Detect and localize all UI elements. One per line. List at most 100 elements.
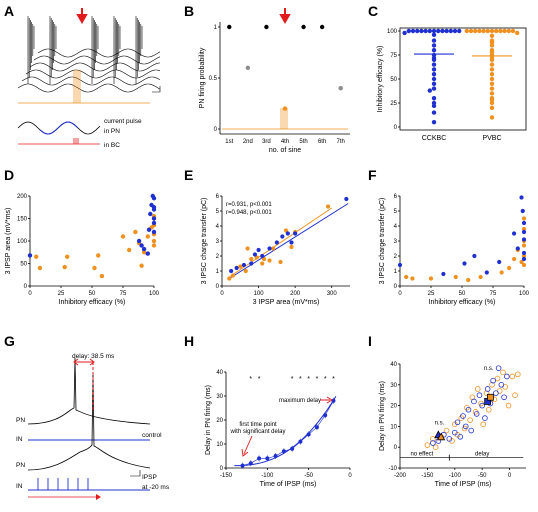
pn-trace-2	[21, 76, 161, 86]
first-sig-arrow-icon	[241, 435, 253, 457]
cckbc-point	[430, 440, 436, 446]
pvbc-point	[34, 254, 39, 259]
cckbc-point	[511, 231, 517, 236]
chart-c: 0 25 50 75 100 Inhibitory efficacy (%) CCKBC PV…	[377, 27, 527, 142]
pvbc-point	[430, 436, 436, 442]
cckbc-point	[141, 246, 147, 252]
x-tick-label: -50	[304, 473, 313, 479]
y-axis-label: PN firing probability	[199, 47, 206, 108]
cckbc-point	[521, 237, 527, 242]
efficacy-point	[481, 28, 486, 34]
cckbc-point	[151, 220, 157, 226]
pvbc-point	[432, 444, 439, 451]
pvbc-point	[480, 421, 487, 428]
efficacy-point	[436, 28, 441, 34]
efficacy-point	[489, 62, 495, 67]
pvbc-point	[37, 265, 43, 271]
pvbc-point	[507, 265, 512, 271]
pvbc-point	[505, 402, 512, 409]
cckbc-point	[520, 208, 525, 214]
x-tick-label: 300	[327, 291, 338, 297]
x-tick-label: CCKBC	[422, 135, 447, 142]
efficacy-point	[452, 28, 458, 34]
significance-star: *	[316, 376, 319, 383]
pvbc-point	[141, 250, 147, 255]
efficacy-point	[427, 88, 433, 93]
chart-h: 0 10 20 30 40 -150 -100 -50 0 Time of IPSP (ms) De…	[205, 370, 352, 488]
x-tick-label: -150	[220, 473, 233, 479]
efficacy-point	[427, 28, 433, 34]
efficacy-point	[489, 115, 495, 120]
efficacy-point	[489, 100, 495, 106]
y-tick-label: 50	[390, 77, 397, 83]
delay-label: delay	[475, 452, 489, 458]
max-delay-label: maximum delay	[279, 398, 321, 404]
y-tick-label: 100	[387, 29, 398, 35]
efficacy-point	[410, 28, 416, 34]
efficacy-point	[502, 28, 507, 34]
x-tick-label: -100	[449, 473, 462, 479]
y-tick-label: 30	[390, 383, 397, 389]
y-axis-label: Inhibitory efficacy (%)	[377, 46, 384, 113]
x-tick-label: 50	[89, 291, 96, 297]
pvbc-point	[467, 417, 473, 423]
x-tick-label: 50	[459, 291, 466, 297]
ns-label-1: n.s.	[435, 420, 445, 426]
arrow-head-icon	[96, 494, 101, 500]
cckbc-point	[151, 216, 157, 221]
y-tick-label: 5	[394, 209, 398, 215]
pvbc-point	[404, 274, 409, 280]
x-tick-label: 75	[120, 291, 127, 297]
y-tick-label: 0	[216, 284, 220, 290]
no-effect-label: no effect	[410, 452, 433, 458]
pvbc-point	[509, 373, 516, 380]
fit-line	[229, 207, 332, 278]
x-tick-label: -50	[478, 473, 487, 479]
efficacy-point	[431, 72, 437, 77]
cckbc-point	[285, 231, 290, 236]
cckbc-point	[521, 256, 527, 262]
efficacy-point	[431, 86, 437, 91]
efficacy-point	[431, 103, 437, 109]
pvbc-point	[499, 270, 504, 275]
pvbc-point	[230, 273, 236, 278]
y-tick-label: 0	[394, 445, 398, 451]
cckbc-point	[229, 268, 234, 274]
cckbc-point	[472, 253, 477, 259]
y-tick-label: 0	[24, 284, 28, 290]
x-tick-label: -200	[394, 473, 407, 479]
pvbc-point	[521, 226, 527, 232]
pvbc-point	[271, 246, 276, 251]
panel-a-current-label: current pulse	[104, 118, 142, 125]
x-tick-label: 3rd	[262, 139, 271, 145]
cckbc-point	[495, 365, 502, 371]
efficacy-point	[489, 72, 495, 77]
efficacy-point	[472, 28, 478, 34]
panel-letter-g: G	[4, 333, 15, 349]
cckbc-point	[260, 253, 265, 259]
y-tick-label: 4	[216, 224, 220, 230]
efficacy-point	[489, 91, 495, 96]
cckbc-point	[504, 373, 510, 380]
y-tick-label: 2	[394, 254, 398, 260]
panel-g-traces	[27, 357, 151, 500]
cckbc-point	[139, 243, 144, 248]
y-tick-label: 1	[216, 269, 220, 275]
efficacy-point	[431, 76, 437, 82]
efficacy-point	[489, 81, 495, 87]
panel-g-delay-label: delay: 38.5 ms	[72, 353, 115, 360]
pn-trace-3	[25, 69, 161, 79]
efficacy-point	[506, 28, 511, 34]
cckbc-point	[482, 415, 488, 421]
pvbc-point	[521, 216, 527, 221]
y-tick-label: 0.5	[209, 76, 218, 82]
efficacy-point	[489, 43, 495, 48]
y-tick-label: 4	[394, 224, 398, 230]
pvbc-point	[424, 442, 431, 448]
cckbc-point	[136, 238, 142, 244]
y-tick-label: 5	[216, 209, 220, 215]
panel-a-traces	[17, 8, 161, 145]
cckbc-point	[497, 259, 502, 265]
pvbc-point	[511, 256, 517, 262]
pvbc-point	[325, 204, 331, 209]
